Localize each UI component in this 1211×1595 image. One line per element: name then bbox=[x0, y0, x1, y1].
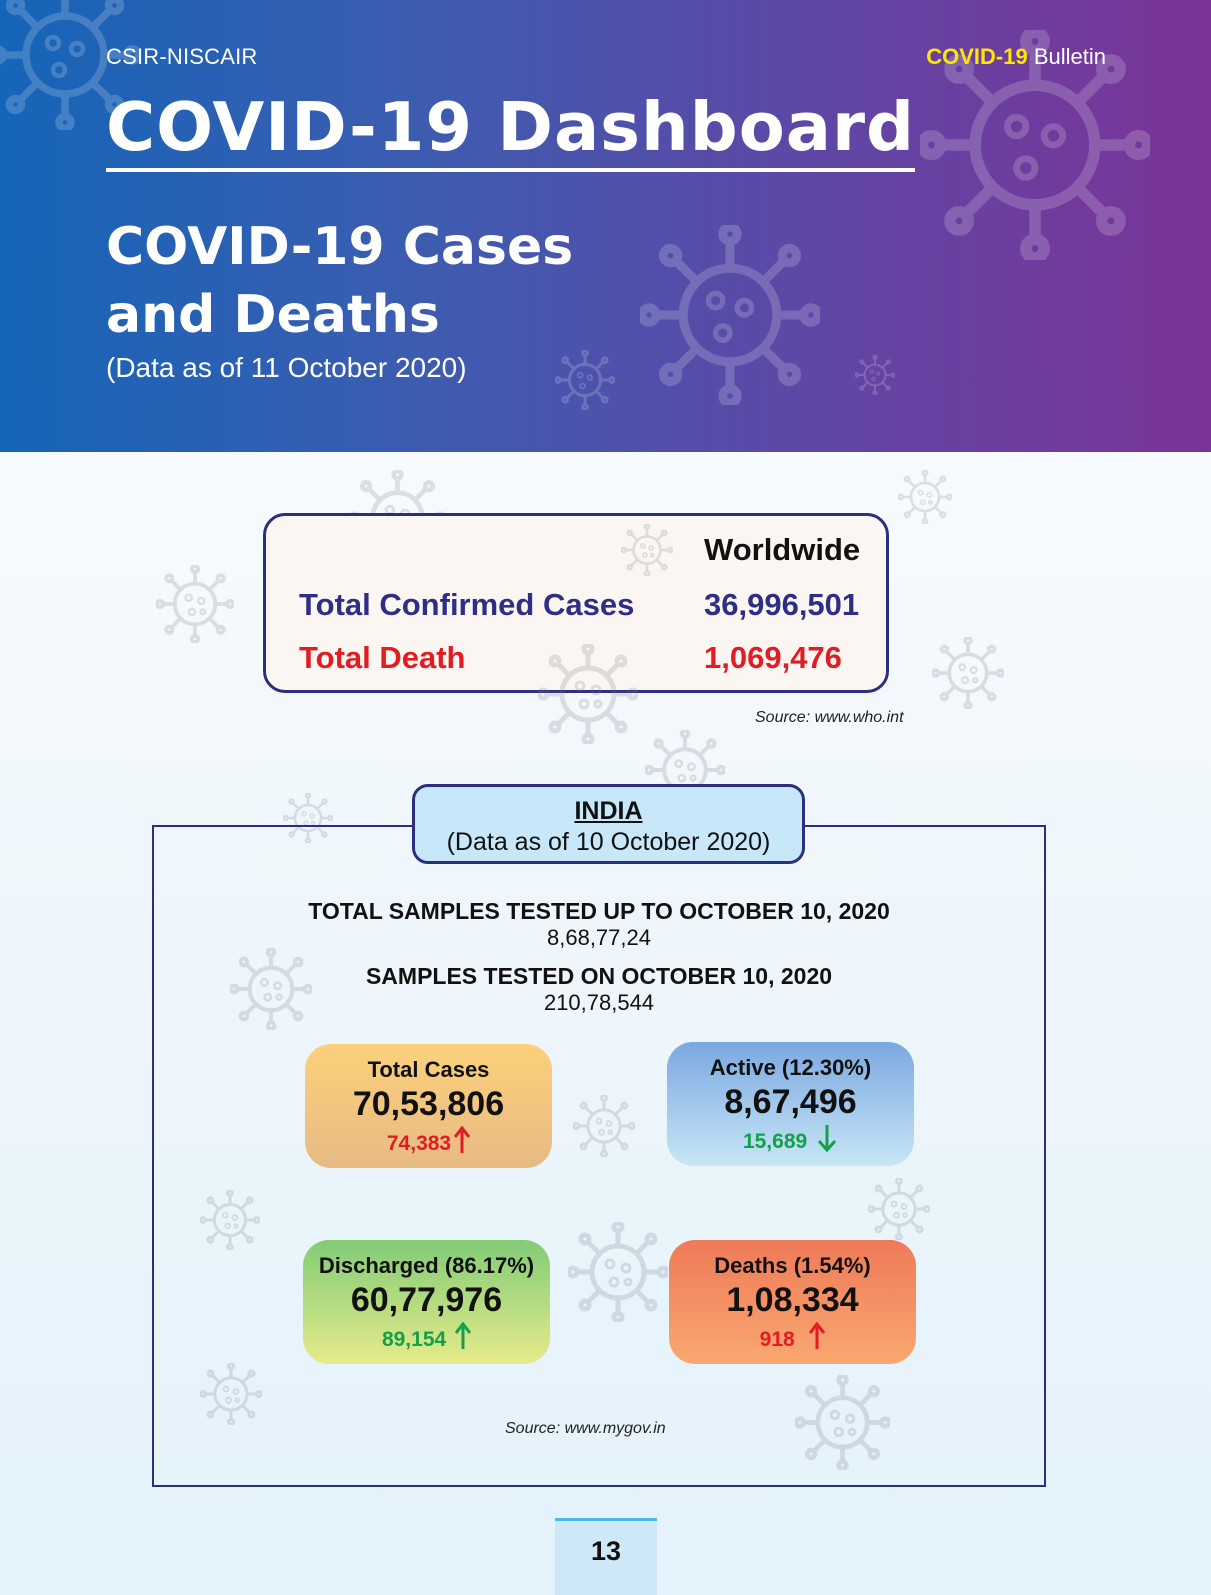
card-change-value: 918 bbox=[759, 1328, 795, 1351]
samples-day-value: 210,78,544 bbox=[543, 990, 655, 1015]
card-label: Total Cases bbox=[367, 1057, 490, 1082]
samples-total-value: 8,68,77,24 bbox=[547, 925, 651, 950]
virus-icon bbox=[538, 644, 638, 744]
page-number: 13 bbox=[555, 1518, 657, 1595]
samples-total-label: TOTAL SAMPLES TESTED UP TO OCTOBER 10, 2… bbox=[308, 898, 890, 924]
arrow-up-icon bbox=[455, 1322, 472, 1349]
card-value: 60,77,976 bbox=[350, 1281, 503, 1319]
worldwide-summary-box: Worldwide Total Confirmed Cases 36,996,5… bbox=[263, 513, 889, 693]
virus-icon bbox=[555, 350, 615, 410]
card-change: 74,383 bbox=[305, 1126, 552, 1156]
card-change: 89,154 bbox=[303, 1322, 550, 1352]
discharged-card: Discharged (86.17%) 60,77,976 89,154 bbox=[303, 1240, 550, 1364]
active-cases-card: Active (12.30%) 8,67,496 15,689 bbox=[667, 1042, 914, 1166]
total-death-label: Total Death bbox=[299, 640, 466, 675]
card-change: 15,689 bbox=[667, 1124, 914, 1154]
confirmed-cases-label: Total Confirmed Cases bbox=[299, 587, 635, 622]
virus-icon bbox=[932, 637, 1004, 709]
total-death-value: 1,069,476 bbox=[704, 640, 842, 675]
worldwide-source: Source: www.who.int bbox=[755, 709, 904, 726]
card-change-value: 89,154 bbox=[381, 1328, 447, 1351]
header-banner: CSIR-NISCAIR COVID-19 Bulletin COVID-19 … bbox=[0, 0, 1211, 452]
total-death-row: Total Death 1,069,476 bbox=[299, 640, 842, 676]
virus-icon bbox=[156, 565, 234, 643]
confirmed-cases-row: Total Confirmed Cases 36,996,501 bbox=[299, 587, 859, 623]
virus-icon bbox=[855, 355, 895, 395]
samples-day: SAMPLES TESTED ON OCTOBER 10, 2020 210,7… bbox=[152, 963, 1046, 1016]
samples-total: TOTAL SAMPLES TESTED UP TO OCTOBER 10, 2… bbox=[152, 898, 1046, 951]
virus-icon bbox=[640, 225, 820, 405]
total-cases-card: Total Cases 70,53,806 74,383 bbox=[305, 1044, 552, 1168]
data-date: (Data as of 11 October 2020) bbox=[106, 352, 467, 383]
india-data-date: (Data as of 10 October 2020) bbox=[446, 828, 771, 856]
arrow-up-icon bbox=[809, 1322, 826, 1349]
card-change: 918 bbox=[669, 1322, 916, 1352]
deaths-card: Deaths (1.54%) 1,08,334 918 bbox=[669, 1240, 916, 1364]
section-title: COVID-19 Cases and Deaths bbox=[106, 213, 573, 349]
dashboard-title: COVID-19 Dashboard bbox=[106, 88, 915, 172]
samples-day-label: SAMPLES TESTED ON OCTOBER 10, 2020 bbox=[365, 963, 833, 989]
bulletin-label: COVID-19 Bulletin bbox=[926, 44, 1106, 70]
worldwide-heading: Worldwide bbox=[704, 532, 861, 567]
card-label: Active (12.30%) bbox=[709, 1055, 872, 1080]
card-label: Deaths (1.54%) bbox=[714, 1253, 871, 1278]
virus-icon bbox=[898, 470, 952, 524]
bulletin-text: Bulletin bbox=[1033, 44, 1106, 69]
card-value: 70,53,806 bbox=[352, 1085, 505, 1123]
card-value: 1,08,334 bbox=[726, 1281, 859, 1319]
confirmed-cases-value: 36,996,501 bbox=[704, 587, 860, 622]
arrow-down-icon bbox=[817, 1125, 837, 1152]
section-title-line1: COVID-19 Cases bbox=[106, 217, 574, 277]
bulletin-highlight: COVID-19 bbox=[926, 44, 1028, 69]
india-tab: INDIA (Data as of 10 October 2020) bbox=[412, 784, 805, 864]
arrow-up-icon bbox=[454, 1126, 471, 1153]
organization-name: CSIR-NISCAIR bbox=[106, 44, 258, 69]
card-change-value: 15,689 bbox=[742, 1130, 808, 1153]
section-title-line2: and Deaths bbox=[106, 285, 440, 345]
card-change-value: 74,383 bbox=[386, 1132, 452, 1155]
india-title: INDIA bbox=[574, 797, 643, 825]
card-value: 8,67,496 bbox=[724, 1083, 857, 1121]
virus-icon bbox=[621, 524, 673, 576]
card-label: Discharged (86.17%) bbox=[318, 1253, 535, 1278]
india-source: Source: www.mygov.in bbox=[505, 1420, 666, 1437]
